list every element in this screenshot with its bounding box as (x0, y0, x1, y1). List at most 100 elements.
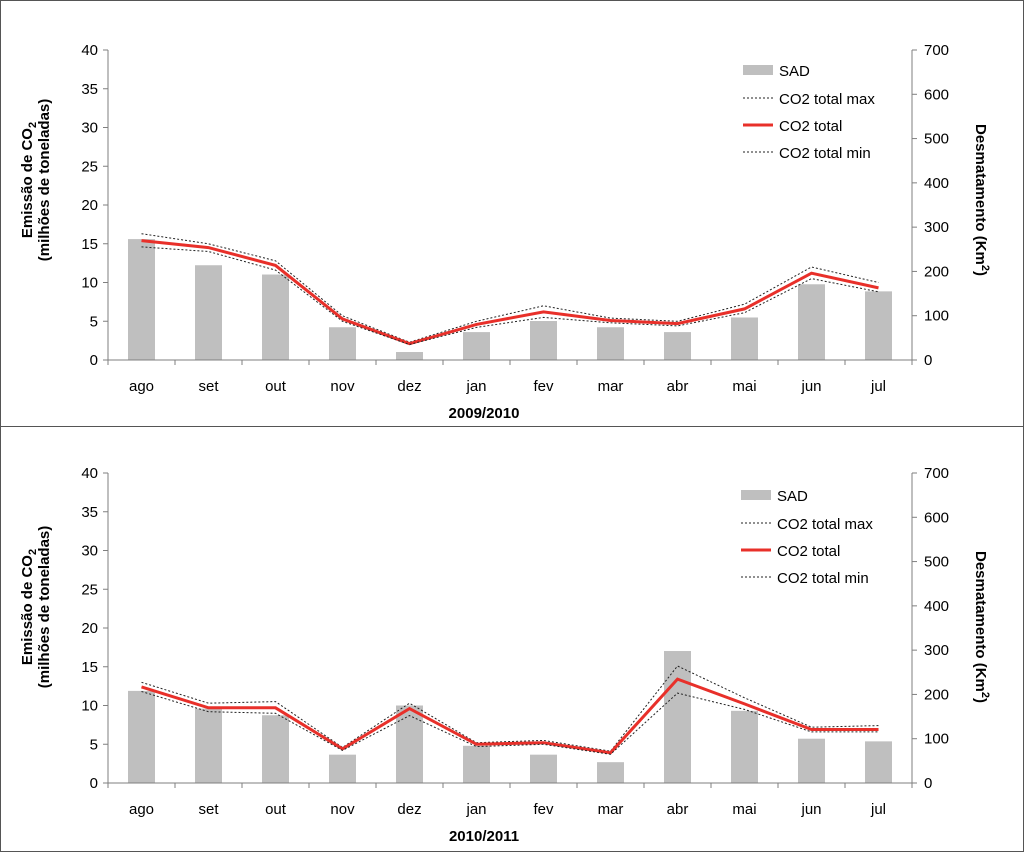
y-axis-label-left-line2: (milhões de toneladas) (36, 99, 53, 262)
y-left-tick-label: 30 (81, 120, 98, 137)
bar-sad-mai (731, 710, 758, 783)
line-co2-total-min (141, 691, 879, 755)
y-axis-label-left-line2: (milhões de toneladas) (36, 526, 53, 689)
bar-sad-out (262, 274, 289, 360)
x-tick-label-jun: jun (800, 378, 821, 395)
sad-bars (128, 651, 892, 783)
point-co2-total-max-mar (610, 318, 611, 319)
point-co2-total-max-jun (811, 727, 812, 728)
legend-label-max: CO2 total max (777, 516, 873, 533)
co2-lines (141, 233, 879, 346)
legend-label-min: CO2 total min (779, 145, 871, 162)
bar-sad-jan (463, 745, 490, 783)
y-right-tick-label: 600 (924, 86, 949, 103)
tick-labels: 05101520253035400100200300400500600700ag… (81, 42, 949, 395)
bar-sad-nov (329, 754, 356, 783)
bar-sad-dez (396, 705, 423, 783)
legend-label-sad: SAD (779, 63, 810, 80)
x-tick-label-dez: dez (397, 801, 421, 818)
axes (103, 49, 917, 365)
axes (103, 472, 917, 788)
x-tick-label-set: set (198, 801, 219, 818)
y-right-tick-label: 500 (924, 131, 949, 148)
point-co2-total-min-mai (744, 312, 745, 313)
bar-sad-abr (664, 332, 691, 360)
bar-sad-mar (597, 762, 624, 783)
x-tick-label-mar: mar (598, 378, 624, 395)
x-tick-label-ago: ago (129, 801, 154, 818)
x-axis-label: 2010/2011 (449, 828, 519, 845)
y-left-tick-label: 35 (81, 504, 98, 521)
bar-sad-nov (329, 327, 356, 360)
x-tick-label-nov: nov (330, 801, 355, 818)
legend-label-total: CO2 total (779, 118, 842, 135)
point-co2-total-max-fev (543, 740, 544, 741)
point-co2-total-min-jul (878, 731, 879, 732)
x-tick-label-jun: jun (800, 801, 821, 818)
bar-sad-jun (798, 738, 825, 783)
x-tick-label-out: out (265, 801, 287, 818)
y-left-tick-label: 15 (81, 236, 98, 253)
y-left-tick-label: 15 (81, 659, 98, 676)
point-co2-total-min-set (208, 251, 209, 252)
y-left-tick-label: 20 (81, 197, 98, 214)
bar-sad-abr (664, 651, 691, 783)
y-axis-label-right: Desmatamento (Km2) (972, 551, 991, 703)
x-tick-label-mai: mai (732, 378, 756, 395)
line-co2-total-min (141, 246, 879, 346)
y-right-tick-label: 400 (924, 175, 949, 192)
x-tick-label-jul: jul (870, 801, 886, 818)
bar-sad-ago (128, 239, 155, 360)
y-axis-label-left-line1: Emissão de CO2 (19, 122, 39, 238)
y-left-tick-label: 20 (81, 620, 98, 637)
y-left-tick-label: 5 (90, 313, 98, 330)
chart-2009-2010: 05101520253035400100200300400500600700ag… (19, 42, 991, 422)
y-left-tick-label: 40 (81, 465, 98, 482)
x-tick-label-jan: jan (465, 801, 486, 818)
legend-label-total: CO2 total (777, 543, 840, 560)
y-left-tick-label: 10 (81, 698, 98, 715)
y-right-tick-label: 100 (924, 308, 949, 325)
bar-sad-set (195, 265, 222, 360)
bar-sad-dez (396, 352, 423, 360)
y-right-tick-label: 0 (924, 775, 932, 792)
y-right-tick-label: 500 (924, 554, 949, 571)
tick-labels: 05101520253035400100200300400500600700ag… (81, 465, 949, 818)
y-right-tick-label: 300 (924, 219, 949, 236)
legend: SAD CO2 total max CO2 total CO2 total mi… (741, 488, 873, 587)
bar-sad-fev (530, 754, 557, 783)
point-co2-total-max-dez (409, 703, 410, 704)
bar-sad-out (262, 715, 289, 783)
bar-sad-set (195, 708, 222, 783)
bar-sad-jan (463, 332, 490, 360)
y-left-tick-label: 35 (81, 81, 98, 98)
y-left-tick-label: 5 (90, 736, 98, 753)
y-axis-label-right: Desmatamento (Km2) (972, 124, 991, 276)
sad-bars (128, 239, 892, 360)
point-co2-total-max-jun (811, 267, 812, 268)
chart-2010-2011: 05101520253035400100200300400500600700ag… (19, 465, 991, 845)
line-co2-total (141, 677, 879, 755)
y-axis-label-left-line1: Emissão de CO2 (19, 549, 39, 665)
bar-sad-jul (865, 291, 892, 360)
y-right-tick-label: 200 (924, 686, 949, 703)
bar-sad-ago (128, 690, 155, 783)
y-right-tick-label: 400 (924, 598, 949, 615)
x-axis-label: 2009/2010 (449, 405, 520, 422)
x-tick-label-nov: nov (330, 378, 355, 395)
y-right-tick-label: 700 (924, 465, 949, 482)
y-left-tick-label: 25 (81, 581, 98, 598)
bar-sad-mai (731, 317, 758, 360)
x-tick-label-dez: dez (397, 378, 421, 395)
y-right-tick-label: 100 (924, 731, 949, 748)
x-tick-label-jul: jul (870, 378, 886, 395)
legend: SAD CO2 total max CO2 total CO2 total mi… (743, 63, 875, 162)
bar-sad-jun (798, 284, 825, 360)
x-tick-label-jan: jan (465, 378, 486, 395)
x-tick-label-abr: abr (667, 801, 689, 818)
y-right-tick-label: 600 (924, 509, 949, 526)
y-left-tick-label: 10 (81, 275, 98, 292)
x-tick-label-mai: mai (732, 801, 756, 818)
x-tick-label-abr: abr (667, 378, 689, 395)
bar-sad-jul (865, 741, 892, 783)
